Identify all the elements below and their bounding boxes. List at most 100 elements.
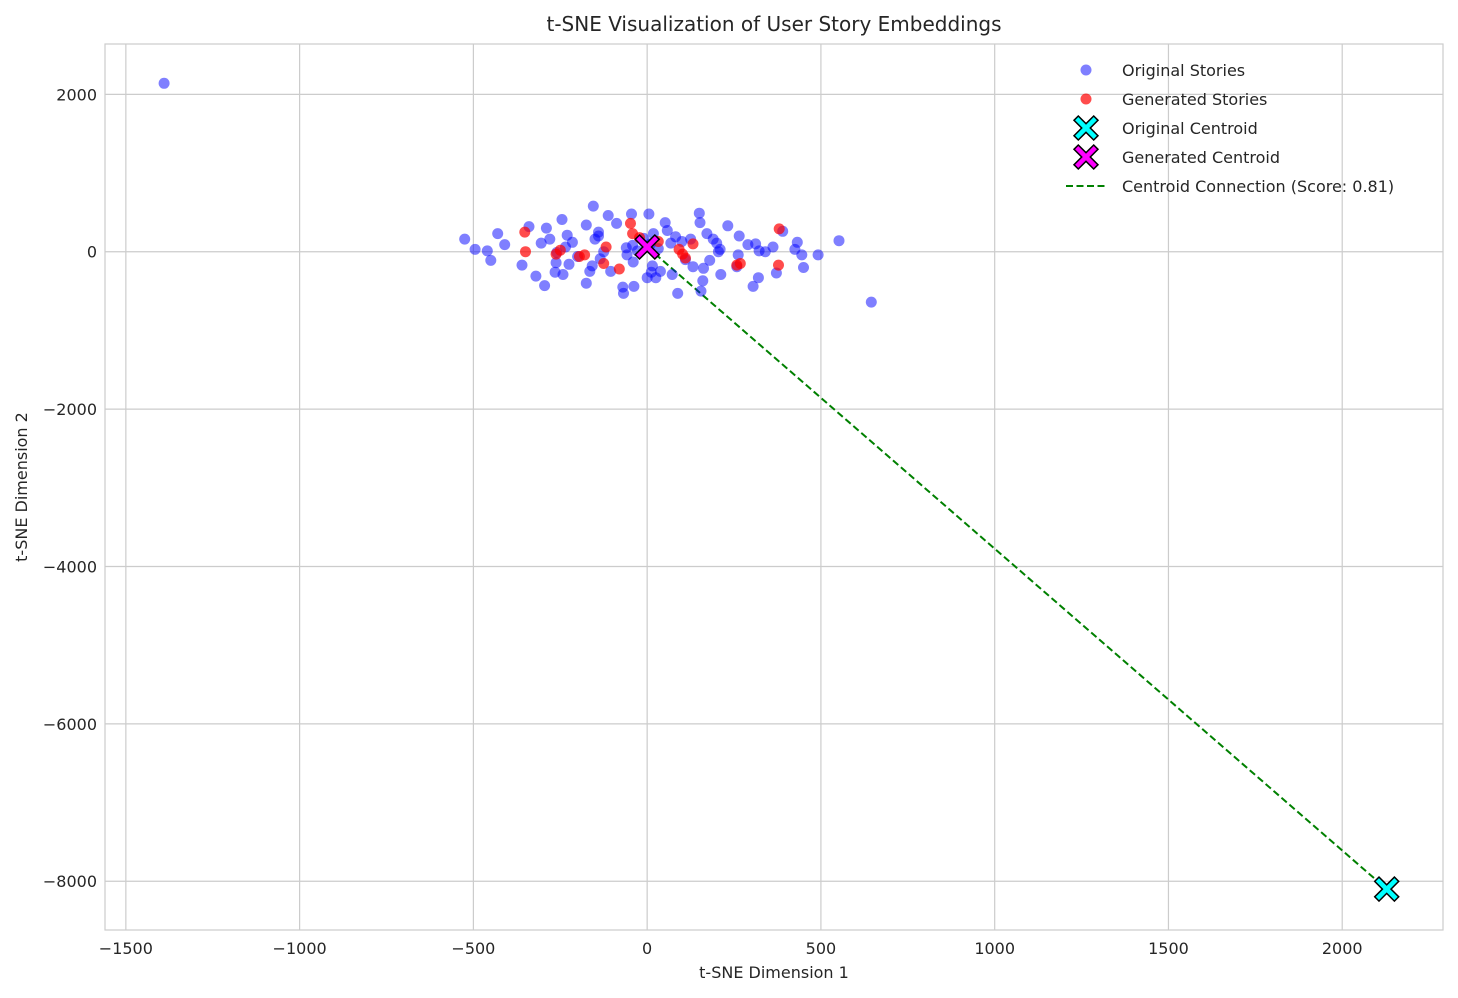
y-axis-label: t-SNE Dimension 2 — [12, 412, 31, 562]
original-story-point — [627, 256, 639, 268]
generated-story-point — [773, 223, 785, 235]
centroid-connection-line — [646, 246, 1388, 890]
x-tick-label: 0 — [642, 939, 652, 958]
x-axis-ticks: −1500 −1000 −500 0 500 1000 1500 2000 — [99, 939, 1363, 958]
original-story-point — [747, 280, 759, 292]
original-story-point — [643, 208, 655, 220]
generated-story-point — [519, 226, 531, 238]
original-story-point — [459, 233, 471, 245]
x-axis-label: t-SNE Dimension 1 — [699, 963, 849, 982]
generated-story-point — [600, 241, 612, 253]
generated-story-point — [625, 217, 636, 229]
original-story-point — [833, 235, 845, 247]
original-story-point — [646, 260, 658, 272]
legend-label-generated-stories: Generated Stories — [1122, 90, 1267, 109]
original-story-point — [586, 260, 598, 272]
y-axis-ticks: −8000 −6000 −4000 −2000 0 2000 — [43, 85, 97, 891]
plot-frame — [104, 43, 1444, 931]
original-story-point — [695, 285, 707, 297]
original-story-point — [661, 225, 673, 236]
original-story-point — [621, 249, 633, 261]
original-story-point — [752, 272, 764, 284]
legend-label-original-stories: Original Stories — [1122, 61, 1245, 80]
original-story-point — [485, 254, 497, 266]
generated-story-point — [613, 263, 625, 275]
legend-marker-generated-stories — [1080, 93, 1092, 105]
y-tick-label: 0 — [87, 243, 97, 262]
original-story-point — [698, 262, 709, 274]
original-story-point — [602, 210, 614, 221]
original-story-point — [605, 265, 617, 277]
original-story-point — [687, 261, 699, 273]
y-tick-label: −8000 — [43, 872, 97, 891]
generated-story-point — [554, 244, 566, 256]
original-story-point — [798, 262, 809, 273]
generated-story-point — [734, 258, 746, 269]
original-story-point — [540, 222, 552, 234]
original-story-point — [714, 243, 726, 255]
x-tick-label: −1000 — [273, 939, 327, 958]
legend-marker-original-stories — [1080, 64, 1092, 76]
original-story-point — [626, 208, 637, 220]
original-story-point — [566, 236, 578, 248]
original-story-point — [557, 269, 569, 280]
generated-story-point — [598, 258, 610, 269]
original-story-point — [499, 239, 511, 251]
x-tick-label: 2000 — [1322, 939, 1363, 958]
scatter-points — [158, 77, 877, 308]
original-story-point — [693, 207, 705, 219]
x-tick-label: 1500 — [1148, 939, 1189, 958]
original-story-point — [469, 243, 481, 255]
original-story-point — [530, 270, 542, 282]
original-story-point — [481, 245, 493, 257]
original-story-point — [158, 77, 170, 89]
original-story-point — [516, 259, 528, 271]
legend-label-original-centroid: Original Centroid — [1122, 119, 1258, 138]
original-story-point — [580, 219, 592, 231]
original-story-point — [666, 269, 678, 280]
original-story-point — [587, 200, 599, 212]
original-story-point — [492, 228, 504, 240]
generated-story-point — [679, 252, 691, 264]
x-tick-label: 1000 — [974, 939, 1015, 958]
generated-story-point — [579, 249, 591, 261]
legend-label-generated-centroid: Generated Centroid — [1122, 148, 1280, 167]
original-story-point — [544, 233, 556, 245]
x-tick-label: −1500 — [99, 939, 153, 958]
original-story-point — [715, 269, 727, 280]
legend-marker-original-centroid — [1072, 114, 1100, 142]
original-story-point — [812, 249, 824, 261]
original-story-point — [672, 287, 684, 299]
generated-story-point — [520, 246, 531, 258]
legend-marker-generated-centroid — [1072, 143, 1100, 171]
original-story-point — [580, 277, 592, 289]
original-story-point — [694, 217, 706, 229]
grid — [105, 44, 1443, 930]
original-story-point — [722, 220, 734, 232]
original-story-point — [704, 254, 716, 266]
original-story-point — [539, 280, 551, 292]
original-story-point — [550, 257, 562, 269]
original-story-point — [796, 249, 808, 261]
original-story-point — [618, 287, 629, 299]
original-centroid-marker — [1373, 876, 1400, 903]
original-story-point — [791, 236, 803, 248]
generated-story-point — [687, 238, 699, 250]
x-tick-label: 500 — [806, 939, 837, 958]
legend-label-centroid-connection-score-0-81: Centroid Connection (Score: 0.81) — [1122, 177, 1394, 196]
legend: Original Stories Generated Stories Origina… — [1066, 61, 1394, 196]
original-story-point — [611, 217, 623, 229]
original-story-point — [865, 296, 877, 308]
original-story-point — [556, 214, 568, 225]
generated-story-point — [773, 259, 784, 271]
original-story-point — [733, 230, 745, 242]
original-story-point — [654, 265, 666, 277]
original-story-point — [697, 275, 709, 287]
chart-title: t-SNE Visualization of User Story Embedd… — [546, 12, 1001, 36]
original-story-point — [535, 237, 547, 249]
centroid-markers — [634, 233, 1400, 903]
y-tick-label: −4000 — [43, 557, 97, 576]
original-story-point — [628, 280, 640, 292]
